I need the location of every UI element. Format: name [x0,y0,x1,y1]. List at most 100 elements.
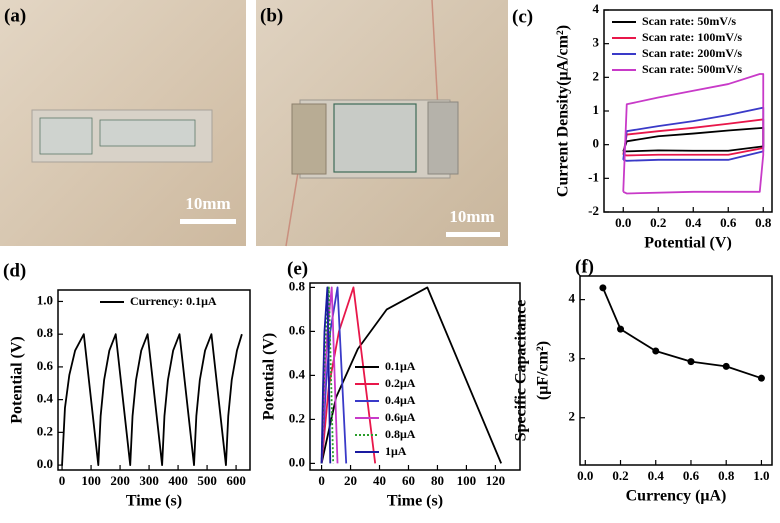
y-tick-label: 0.2 [289,410,305,425]
chart: (e) 0 20 40 60 80 100 120 0.0 0.2 0.4 0.6 0.8 Time (s… [261,258,521,510]
x-tick-label: 0 [318,473,325,488]
series-line [622,126,765,153]
legend-label: 0.6μA [385,410,416,424]
legend-label: Scan rate: 200mV/s [642,46,742,60]
legend-label: 0.1μA [385,359,416,373]
panel-label: (e) [287,258,308,279]
x-tick-label: 100 [457,473,477,488]
plot-area [61,333,243,466]
y-tick-label: 0.6 [37,358,54,373]
series-line [622,73,765,195]
legend-label: 1μA [385,444,407,458]
y-tick-label: 0.6 [289,322,306,337]
data-point [599,284,607,292]
printed-logo [39,117,93,155]
plot-frame [309,282,521,471]
series-line [320,286,502,464]
x-tick-label: 120 [486,473,506,488]
scale-bar [446,232,500,237]
photo-a: 10mm (a) [0,0,246,246]
x-tick-label: 600 [226,473,246,488]
x-tick-label: 100 [81,473,101,488]
chart: (c) 0.0 0.2 0.4 0.6 0.8 -2 -1 0 1 2 3 4 Potential (V)… [512,1,773,252]
legend-label: 0.4μA [385,393,416,407]
x-tick-label: 400 [168,473,188,488]
x-tick-label: 40 [373,473,386,488]
x-tick-label: 0.2 [650,215,666,230]
x-tick-label: 0.4 [685,215,702,230]
y-tick-label: 4 [593,1,600,16]
data-point [652,347,660,355]
plot-frame [579,275,773,466]
x-tick-label: 0.0 [577,468,593,483]
y-axis-label: Current Density(μA/cm²) [555,25,572,197]
electrode [427,101,459,175]
panel-label: (d) [3,260,26,281]
y-tick-label: 1 [593,102,600,117]
y-tick-label: 0.0 [37,456,53,471]
legend-label: Scan rate: 50mV/s [642,14,736,28]
y-tick-label: 0.8 [289,278,306,293]
x-axis-label: Time (s) [387,493,443,510]
panel-label: (a) [4,5,26,26]
y-tick-label: 2 [569,409,576,424]
wire [431,0,439,111]
x-axis-label: Time (s) [126,493,182,510]
x-tick-label: 0.8 [755,215,772,230]
chart: (d) 0 100 200 300 400 500 600 0.0 0.2 0.4 0.6 0.8 1.0… [3,260,251,510]
x-tick-label: 1.0 [753,468,769,483]
data-point [617,325,625,333]
y-tick-label: 3 [593,35,600,50]
y-tick-label: -2 [588,203,599,218]
y-tick-label: 0.2 [37,423,53,438]
legend-label: Currency: 0.1μA [130,294,217,308]
x-tick-label: 0.4 [648,468,665,483]
y-tick-label: 0.0 [289,454,305,469]
scale-bar [180,219,236,224]
y-tick-label: 3 [569,350,576,365]
y-tick-label: 2 [593,68,600,83]
y-tick-label: 0.4 [37,391,54,406]
series-line [61,333,243,466]
data-point [757,374,765,382]
panel-label: (b) [260,5,283,26]
electrode [291,103,327,175]
x-tick-label: 60 [402,473,415,488]
x-tick-label: 0 [59,473,66,488]
legend-label: 0.8μA [385,427,416,441]
y-axis-label: (μF/cm²) [535,341,552,400]
series-line [320,286,335,464]
photo-b: 10mm (b) [256,0,508,247]
y-tick-label: 0.4 [289,366,306,381]
device [333,103,417,173]
x-tick-label: 80 [431,473,444,488]
printed-logo [99,119,196,147]
scale-bar-label: 10mm [185,194,230,213]
x-axis-label: Potential (V) [644,235,732,252]
data-point [687,358,695,366]
x-tick-label: 500 [197,473,217,488]
y-axis-label: Potential (V) [261,333,278,421]
plot-area [320,286,502,464]
plot-frame [603,9,773,213]
data-point [722,362,730,370]
plot-frame [57,289,251,471]
y-tick-label: 0.8 [37,325,54,340]
x-tick-label: 20 [344,473,357,488]
legend-label: 0.2μA [385,376,416,390]
y-tick-label: 0 [593,136,600,151]
x-tick-label: 0.6 [720,215,737,230]
y-axis-label: Potential (V) [9,336,26,424]
y-tick-label: 4 [569,291,576,306]
panel-label: (f) [575,256,594,277]
panel-label: (c) [512,6,533,27]
x-tick-label: 200 [110,473,130,488]
y-tick-label: -1 [588,169,599,184]
series-line [320,286,332,464]
x-tick-label: 0.8 [718,468,735,483]
x-tick-label: 0.2 [612,468,628,483]
series-line [602,287,762,380]
legend-label: Scan rate: 100mV/s [642,30,742,44]
